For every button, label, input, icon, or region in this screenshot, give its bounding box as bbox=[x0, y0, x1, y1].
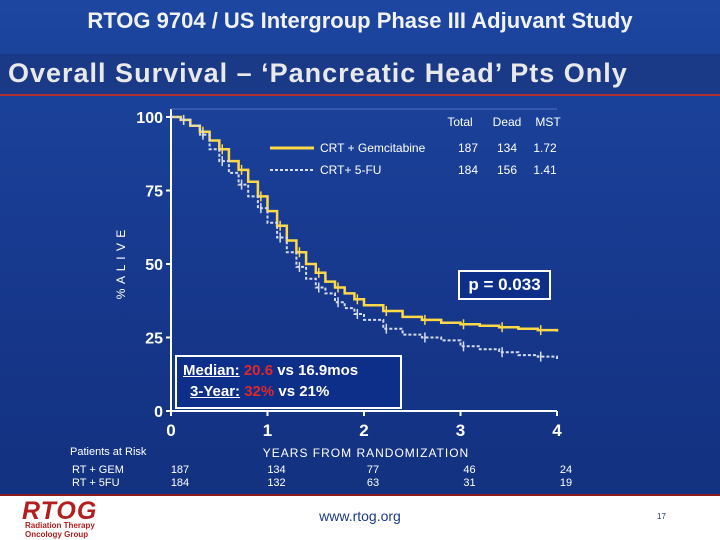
median-summary-box bbox=[175, 355, 402, 409]
labels-layer: 0 25 50 75 100 0 1 2 3 4 YEARS FROM RANDOMIZATION%… bbox=[70, 110, 572, 489]
at-risk-value: 134 bbox=[267, 464, 285, 476]
axes-layer bbox=[166, 108, 558, 416]
legend-series-name: CRT+ 5-FU bbox=[320, 163, 381, 177]
x-tick-label: 0 bbox=[166, 421, 175, 440]
median-label: Median: bbox=[183, 362, 240, 379]
footer-url[interactable]: www.rtog.org bbox=[319, 508, 401, 524]
three-year-label: 3-Year: bbox=[190, 383, 241, 400]
legend-total: 187 bbox=[458, 141, 478, 155]
slide-number: 17 bbox=[657, 512, 666, 521]
rtog-logo: RTOG bbox=[22, 497, 98, 525]
top-title: RTOG 9704 / US Intergroup Phase III Adju… bbox=[87, 8, 633, 33]
median-row: Median: 20.6 vs 16.9mos bbox=[183, 362, 358, 379]
at-risk-row-label: RT + 5FU bbox=[72, 477, 120, 489]
at-risk-title: Patients at Risk bbox=[70, 446, 147, 458]
legend-header: Total bbox=[447, 115, 472, 129]
legend-total: 184 bbox=[458, 163, 478, 177]
three-year-row: 3-Year: 32% vs 21% bbox=[190, 383, 329, 400]
p-value: p = 0.033 bbox=[468, 275, 541, 294]
legend-dead: 134 bbox=[497, 141, 517, 155]
at-risk-row-label: RT + GEM bbox=[72, 464, 124, 476]
logo-subtitle-1: Radiation Therapy bbox=[25, 521, 95, 530]
y-tick-label: 75 bbox=[145, 184, 163, 201]
at-risk-value: 31 bbox=[463, 477, 475, 489]
legend-mst: 1.41 bbox=[533, 163, 557, 177]
footer bbox=[0, 494, 720, 540]
logo-subtitle-2: Oncology Group bbox=[25, 530, 89, 539]
at-risk-value: 184 bbox=[171, 477, 189, 489]
at-risk-value: 24 bbox=[560, 464, 572, 476]
x-tick-label: 1 bbox=[263, 421, 272, 440]
median-5fu-value: vs 16.9mos bbox=[277, 362, 359, 379]
x-tick-label: 2 bbox=[359, 421, 368, 440]
survival-chart: 0 25 50 75 100 0 1 2 3 4 YEARS FROM RANDOMIZATION%… bbox=[70, 108, 572, 489]
three-year-5fu-value: vs 21% bbox=[278, 383, 330, 400]
at-risk-value: 63 bbox=[367, 477, 379, 489]
slide-title: Overall Survival – ‘Pancreatic Head’ Pts… bbox=[8, 58, 628, 88]
title-divider bbox=[0, 94, 720, 96]
at-risk-value: 19 bbox=[560, 477, 572, 489]
x-axis-title: YEARS FROM RANDOMIZATION bbox=[263, 446, 469, 460]
legend-header: Dead bbox=[493, 115, 522, 129]
x-tick-label: 3 bbox=[456, 421, 465, 440]
legend-dead: 156 bbox=[497, 163, 517, 177]
y-axis-title: % A L I V E bbox=[114, 229, 128, 300]
y-tick-label: 50 bbox=[145, 257, 163, 274]
y-tick-label: 100 bbox=[136, 110, 163, 127]
legend-mst: 1.72 bbox=[533, 141, 557, 155]
x-tick-label: 4 bbox=[552, 421, 562, 440]
series-layer bbox=[171, 114, 559, 362]
at-risk-value: 187 bbox=[171, 464, 189, 476]
p-value-box bbox=[458, 270, 551, 300]
y-tick-label: 0 bbox=[154, 404, 163, 421]
y-tick-label: 25 bbox=[145, 331, 163, 348]
at-risk-value: 132 bbox=[267, 477, 285, 489]
footer-divider bbox=[0, 494, 720, 496]
legend-series-name: CRT + Gemcitabine bbox=[320, 141, 426, 155]
median-gem-value: 20.6 bbox=[243, 362, 274, 379]
title-band bbox=[0, 54, 720, 94]
series-line bbox=[171, 116, 558, 361]
at-risk-value: 46 bbox=[463, 464, 475, 476]
at-risk-value: 77 bbox=[367, 464, 379, 476]
three-year-gem-value: 32% bbox=[244, 383, 275, 400]
legend-header: MST bbox=[535, 115, 561, 129]
